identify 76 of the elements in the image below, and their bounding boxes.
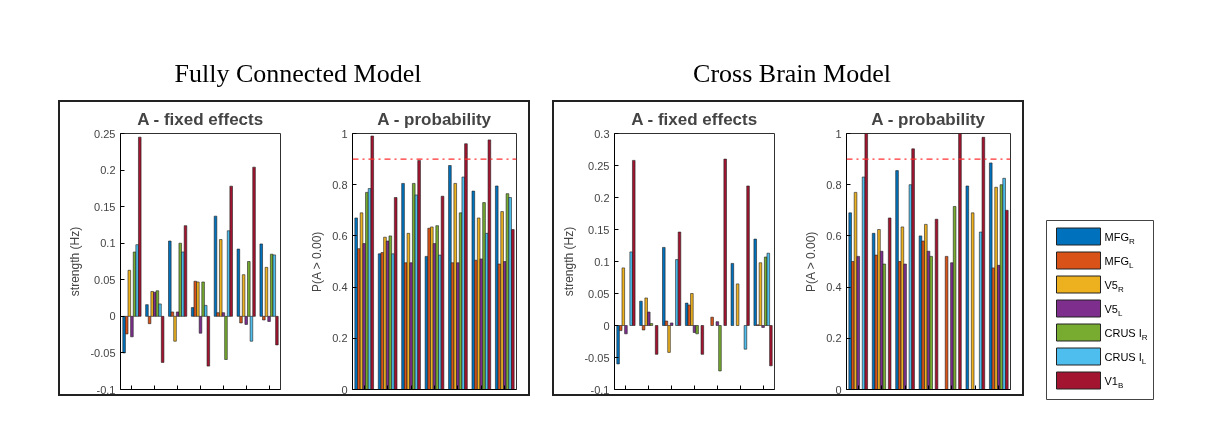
bar	[1002, 178, 1006, 390]
chart-title: A - probability	[377, 109, 492, 129]
chart-title: A - fixed effects	[137, 109, 264, 129]
bar	[848, 212, 852, 390]
bar	[616, 325, 620, 365]
bar	[219, 239, 223, 317]
bar	[655, 325, 659, 355]
y-tick-label: -0.1	[96, 383, 116, 396]
y-tick-label: 0.05	[94, 273, 116, 286]
bar	[918, 235, 923, 390]
bar	[736, 283, 740, 326]
bar	[168, 240, 172, 317]
bar	[758, 262, 763, 326]
y-tick-label: 0.15	[588, 223, 610, 236]
bar	[632, 160, 636, 326]
bar	[971, 212, 975, 390]
bar	[183, 225, 188, 317]
text: Cross Brain Model	[693, 58, 891, 90]
bar	[753, 238, 757, 326]
y-tick-label: -0.1	[590, 383, 610, 396]
y-tick-label: -0.05	[90, 346, 116, 359]
y-tick-label: 0.4	[332, 281, 348, 294]
bar	[677, 231, 682, 326]
bar	[178, 242, 182, 317]
y-tick-label: 0	[603, 319, 610, 332]
y-tick-label: 0.1	[100, 237, 116, 250]
bar	[662, 247, 666, 326]
bar	[138, 136, 142, 317]
bar	[864, 133, 868, 390]
bar	[888, 217, 892, 390]
text: Fully Connected Model	[174, 58, 422, 90]
bar	[508, 197, 512, 390]
y-tick-label: 0.25	[94, 127, 116, 140]
y-tick-label: 1	[341, 127, 348, 140]
y-tick-label: 0.2	[100, 164, 116, 177]
bar	[471, 190, 475, 390]
y-tick-label: 0.8	[332, 178, 348, 191]
bar	[213, 215, 218, 317]
bar	[354, 217, 358, 390]
y-tick-label: 0.6	[826, 229, 842, 242]
y-tick-label: 0.4	[826, 281, 842, 294]
y-axis-title: P(A > 0.00)	[310, 231, 325, 293]
bar	[911, 148, 915, 390]
bar	[944, 256, 949, 390]
y-tick-label: 0	[835, 383, 842, 396]
bar	[229, 185, 233, 317]
bar	[924, 224, 928, 390]
bar	[464, 143, 468, 390]
bar	[934, 218, 939, 390]
y-tick-label: 0.6	[332, 229, 348, 242]
y-tick-label: 0.2	[826, 332, 842, 345]
bar	[965, 185, 969, 390]
y-tick-label: 0.15	[94, 200, 116, 213]
y-axis-title: strength (Hz)	[562, 226, 577, 297]
y-tick-label: 1	[835, 127, 842, 140]
y-axis-title: P(A > 0.00)	[804, 231, 819, 293]
bar	[981, 137, 986, 390]
y-tick-label: 0.25	[588, 159, 610, 172]
y-tick-label: 0	[341, 383, 348, 396]
chart-title: A - probability	[871, 109, 986, 129]
y-axis-title: strength (Hz)	[68, 226, 83, 297]
bar	[440, 195, 445, 390]
chart-title: A - fixed effects	[631, 109, 758, 129]
y-tick-label: 0	[109, 310, 116, 323]
bar	[730, 263, 734, 326]
y-tick-label: 0.2	[332, 332, 348, 345]
bar	[370, 135, 374, 390]
y-tick-label: 0.3	[594, 127, 610, 140]
y-tick-label: 0.8	[826, 178, 842, 191]
bar	[122, 316, 126, 354]
bar	[259, 243, 263, 317]
y-tick-label: 0.2	[594, 191, 610, 204]
bar	[394, 197, 398, 390]
y-tick-label: 0.1	[594, 255, 610, 268]
y-tick-label: -0.05	[584, 351, 610, 364]
y-tick-label: 0.05	[588, 287, 610, 300]
